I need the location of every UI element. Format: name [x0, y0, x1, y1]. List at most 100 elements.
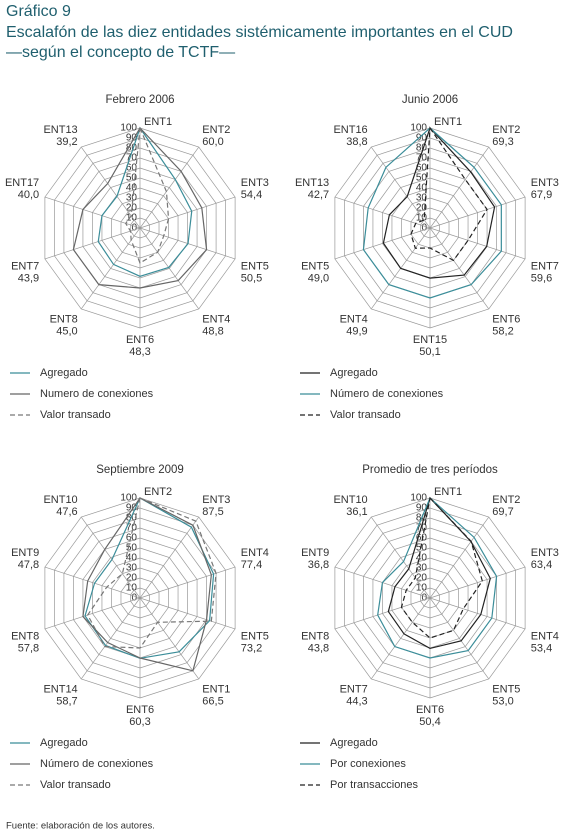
r-tick-label: 100	[120, 493, 137, 504]
category-label: ENT8	[50, 314, 78, 326]
r-tick-label: 10	[126, 583, 138, 594]
r-tick-label: 30	[126, 193, 138, 204]
series-line	[97, 126, 193, 277]
spoke	[44, 566, 141, 599]
value-label: 45,0	[56, 326, 77, 338]
value-label: 87,5	[202, 506, 223, 518]
spoke	[44, 597, 141, 630]
r-tick-label: 70	[126, 153, 138, 164]
r-tick-label: 20	[416, 203, 428, 214]
series-line	[362, 127, 502, 299]
legend-label: Numero de conexiones	[40, 388, 154, 400]
category-label: ENT5	[241, 631, 269, 643]
value-label: 53,0	[492, 696, 513, 708]
legend-label: Por conexiones	[330, 758, 406, 770]
spoke	[80, 227, 141, 310]
value-label: 38,8	[346, 136, 367, 148]
spoke	[139, 597, 236, 630]
r-tick-label: 50	[126, 173, 138, 184]
r-tick-label: 30	[126, 563, 138, 574]
legend-label: Número de conexiones	[330, 388, 444, 400]
category-label: ENT1	[434, 116, 462, 128]
r-tick-label: 100	[410, 493, 427, 504]
chart-title: Febrero 2006	[105, 94, 174, 106]
category-label: ENT17	[5, 177, 39, 189]
category-label: ENT2	[492, 494, 520, 506]
category-label: ENT14	[43, 684, 77, 696]
category-label: ENT7	[340, 684, 368, 696]
spoke	[334, 196, 431, 229]
r-tick-label: 40	[126, 183, 138, 194]
chart-title: Junio 2006	[402, 94, 458, 106]
spoke	[139, 516, 200, 599]
spoke	[139, 146, 200, 229]
spoke	[44, 196, 141, 229]
value-label: 40,0	[18, 189, 39, 201]
r-tick-label: 50	[416, 173, 428, 184]
value-label: 50,5	[241, 273, 262, 285]
category-label: ENT6	[126, 704, 154, 716]
legend-label: Agregado	[40, 737, 88, 749]
category-label: ENT1	[144, 116, 172, 128]
category-label: ENT8	[11, 631, 39, 643]
spoke	[334, 227, 431, 260]
legend-label: Por transacciones	[330, 779, 419, 791]
category-label: ENT3	[531, 547, 559, 559]
figure-label: Gráfico 9	[6, 3, 71, 20]
category-label: ENT3	[241, 177, 269, 189]
chart-title: Promedio de tres períodos	[362, 464, 498, 476]
spoke	[429, 597, 490, 680]
r-tick-label: 40	[126, 553, 138, 564]
r-tick-label: 0	[421, 593, 427, 604]
spoke	[370, 146, 431, 229]
r-tick-label: 70	[416, 153, 428, 164]
value-label: 49,9	[346, 326, 367, 338]
r-tick-label: 70	[416, 523, 428, 534]
r-tick-label: 50	[126, 543, 138, 554]
category-label: ENT7	[11, 261, 39, 273]
r-tick-label: 20	[126, 573, 138, 584]
category-label: ENT5	[492, 684, 520, 696]
value-label: 60,3	[129, 716, 150, 728]
category-label: ENT2	[492, 124, 520, 136]
series-line	[400, 496, 483, 639]
value-label: 43,8	[308, 643, 329, 655]
r-tick-label: 60	[126, 163, 138, 174]
r-tick-label: 0	[421, 223, 427, 234]
category-label: ENT7	[531, 261, 559, 273]
legend-label: Número de conexiones	[40, 758, 154, 770]
r-tick-label: 50	[416, 543, 428, 554]
spoke	[44, 227, 141, 260]
spoke	[80, 516, 141, 599]
value-label: 42,7	[308, 189, 329, 201]
series-line	[377, 496, 498, 659]
value-label: 48,8	[202, 326, 223, 338]
r-tick-label: 90	[416, 133, 428, 144]
value-label: 69,7	[492, 506, 513, 518]
r-tick-label: 0	[131, 223, 137, 234]
value-label: 60,0	[202, 136, 223, 148]
r-tick-label: 80	[416, 143, 428, 154]
legend-label: Valor transado	[40, 779, 111, 791]
r-tick-label: 30	[416, 563, 428, 574]
spoke	[370, 516, 431, 599]
r-tick-label: 10	[416, 213, 428, 224]
value-label: 53,4	[531, 643, 552, 655]
value-label: 69,3	[492, 136, 513, 148]
r-tick-label: 60	[416, 163, 428, 174]
value-label: 57,8	[18, 643, 39, 655]
category-label: ENT1	[202, 684, 230, 696]
spoke	[429, 227, 526, 260]
category-label: ENT8	[301, 631, 329, 643]
category-label: ENT9	[301, 547, 329, 559]
value-label: 36,8	[308, 559, 329, 571]
category-label: ENT4	[531, 631, 559, 643]
r-tick-label: 30	[416, 193, 428, 204]
category-label: ENT3	[202, 494, 230, 506]
spoke	[429, 196, 526, 229]
spoke	[429, 516, 490, 599]
value-label: 59,6	[531, 273, 552, 285]
value-label: 54,4	[241, 189, 262, 201]
series-line	[72, 127, 208, 289]
